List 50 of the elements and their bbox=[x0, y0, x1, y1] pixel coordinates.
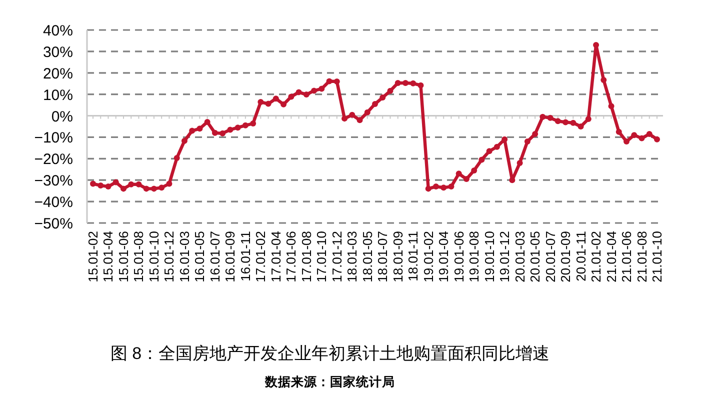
x-tick-label: 17.01-12 bbox=[329, 231, 344, 282]
x-tick-label: 20.01-11 bbox=[573, 231, 588, 282]
x-tick-label: 18.01-05 bbox=[360, 231, 375, 282]
x-tick-label: 16.01-03 bbox=[176, 231, 192, 282]
y-tick-label: −20% bbox=[34, 151, 73, 168]
x-tick-label: 19.01-12 bbox=[497, 231, 512, 282]
source-note: 数据来源：国家统计局 bbox=[264, 374, 395, 389]
x-tick-label: 21.01-10 bbox=[650, 231, 664, 282]
y-tick-label: −10% bbox=[34, 130, 73, 147]
x-tick-label: 15.01-12 bbox=[162, 231, 177, 282]
y-tick-label: 20% bbox=[42, 65, 73, 82]
x-tick-label: 15.01-08 bbox=[131, 231, 146, 282]
x-tick-label: 15.01-06 bbox=[116, 231, 131, 282]
y-tick-label: −50% bbox=[34, 216, 73, 232]
x-tick-label: 16.01-11 bbox=[238, 231, 253, 282]
x-tick-label: 15.01-10 bbox=[146, 231, 162, 282]
x-tick-label: 15.01-02 bbox=[86, 231, 100, 282]
x-tick-label: 20.01-05 bbox=[528, 231, 543, 282]
x-tick-label: 16.01-05 bbox=[192, 231, 208, 282]
x-tick-label: 21.01-02 bbox=[588, 231, 604, 282]
y-tick-label: 10% bbox=[42, 86, 73, 104]
x-tick-label: 17.01-10 bbox=[314, 231, 330, 282]
x-tick-label: 17.01-08 bbox=[298, 231, 314, 282]
x-tick-label: 18.01-11 bbox=[406, 231, 421, 282]
x-tick-label: 19.01-08 bbox=[466, 231, 482, 282]
x-tick-label: 20.01-07 bbox=[542, 231, 558, 282]
x-tick-label: 21.01-08 bbox=[634, 231, 650, 282]
y-tick-label: −30% bbox=[34, 172, 73, 190]
x-tick-label: 20.01-09 bbox=[558, 231, 574, 282]
x-tick-label: 20.01-03 bbox=[512, 231, 528, 282]
x-tick-label: 19.01-10 bbox=[482, 231, 497, 282]
x-tick-label: 21.01-04 bbox=[604, 231, 619, 282]
x-tick-label: 17.01-02 bbox=[253, 231, 268, 282]
y-tick-label: 0% bbox=[51, 108, 73, 126]
text: 图 8：全国房地产开发企业年初累计土地购置面积同比增速 bbox=[110, 344, 550, 363]
x-tick-label: 19.01-06 bbox=[451, 231, 466, 282]
x-tick-label: 19.01-02 bbox=[420, 231, 436, 282]
y-tick-label: 30% bbox=[42, 44, 73, 61]
x-tick-label: 15.01-04 bbox=[100, 231, 116, 282]
x-tick-label: 19.01-04 bbox=[436, 231, 452, 282]
y-tick-label: −40% bbox=[34, 194, 73, 212]
x-tick-label: 18.01-03 bbox=[344, 231, 360, 282]
x-tick-label: 16.01-07 bbox=[207, 231, 222, 282]
x-tick-label: 21.01-06 bbox=[619, 231, 634, 282]
x-tick-label: 18.01-07 bbox=[375, 231, 390, 282]
x-tick-label: 17.01-06 bbox=[284, 231, 299, 282]
x-tick-label: 17.01-04 bbox=[268, 231, 284, 282]
x-tick-label: 18.01-09 bbox=[390, 231, 406, 282]
y-tick-label: 40% bbox=[42, 22, 73, 40]
x-tick-label: 16.01-09 bbox=[222, 231, 238, 282]
